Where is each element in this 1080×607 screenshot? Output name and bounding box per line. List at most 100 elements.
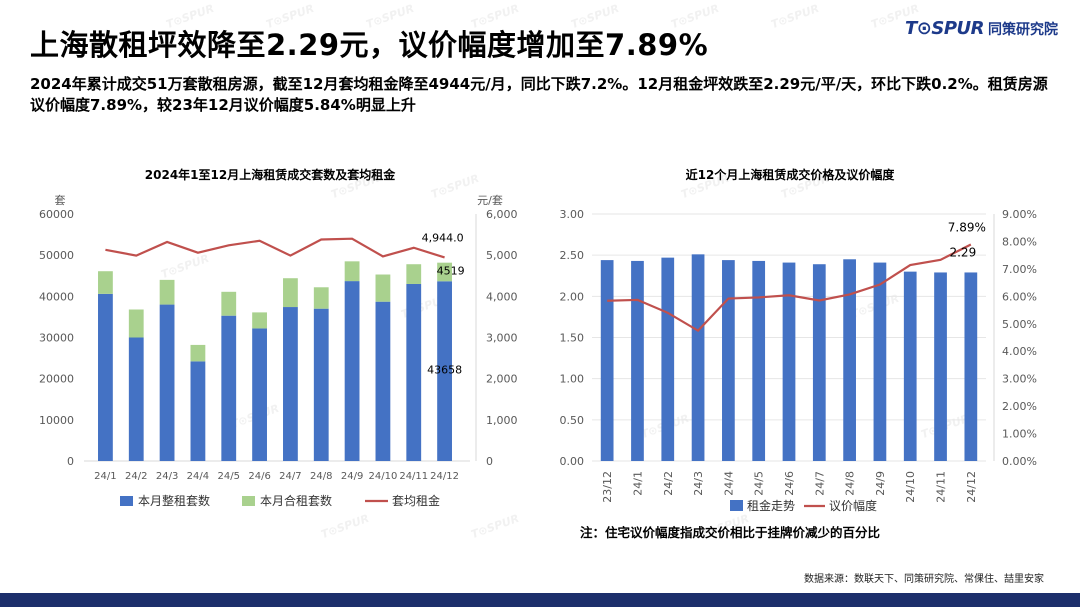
bar-rent-trend: [934, 272, 947, 461]
data-source: 数据来源：数联天下、同策研究院、常倮住、喆里安家: [804, 574, 1044, 585]
bar-rent-trend: [631, 260, 644, 461]
left-tick-label: 1.00: [560, 373, 585, 386]
chart-right: 近12个月上海租赁成交价格及议价幅度 0.00 0.50 1.00 1.50 2.00 2.…: [560, 167, 1037, 513]
legend-swatch-whole: [120, 496, 133, 506]
right-tick-label: 3,000: [486, 332, 518, 345]
x-tick-label: 24/1: [94, 471, 116, 482]
left-tick-label: 30000: [39, 332, 74, 345]
bar-shared-rent: [344, 261, 360, 282]
x-tick-label: 24/12: [965, 471, 978, 503]
left-tick-label: 0.50: [560, 414, 585, 427]
left-tick-label: 20000: [39, 373, 74, 386]
bar-shared-rent: [190, 344, 206, 362]
bar-whole-rent: [406, 283, 422, 461]
chart-right-container: 近12个月上海租赁成交价格及议价幅度 0.00 0.50 1.00 1.50 2.00 2.…: [540, 160, 1060, 524]
right-tick-label: 2,000: [486, 373, 518, 386]
right-tick-label: 2.00%: [1002, 400, 1037, 413]
x-tick-label: 24/7: [813, 471, 826, 496]
legend-label-rent-trend: 租金走势: [747, 498, 795, 513]
bar-shared-rent: [252, 312, 267, 329]
x-tick-label: 24/12: [430, 471, 459, 482]
logo-text: 同策研究院: [988, 21, 1058, 38]
x-tick-label: 24/11: [935, 471, 948, 503]
bar-rent-trend: [661, 257, 675, 461]
x-tick-label: 24/11: [399, 471, 428, 482]
x-tick-label: 24/10: [904, 471, 917, 503]
left-tick-label: 60000: [39, 208, 74, 221]
right-tick-label: 8.00%: [1002, 235, 1037, 248]
x-tick-label: 24/7: [279, 471, 301, 482]
data-label-whole-last: 43658: [427, 363, 462, 376]
right-tick-label: 5.00%: [1002, 318, 1037, 331]
legend-label-rent: 套均租金: [392, 493, 440, 508]
right-axis-unit: 元/套: [477, 194, 503, 207]
bar-shared-rent: [159, 279, 175, 305]
footer-bar: [0, 593, 1080, 607]
left-tick-label: 2.50: [560, 249, 585, 262]
x-tick-label: 24/5: [218, 471, 240, 482]
bar-whole-rent: [437, 281, 452, 461]
bar-rent-trend: [782, 262, 796, 461]
x-tick-label: 24/2: [125, 471, 147, 482]
left-tick-label: 0: [67, 455, 74, 468]
right-tick-label: 1.00%: [1002, 428, 1037, 441]
left-tick-label: 2.00: [560, 290, 585, 303]
chart-note: 注：住宅议价幅度指成交价相比于挂牌价减少的百分比: [580, 525, 881, 540]
bar-shared-rent: [128, 309, 144, 338]
x-tick-label: 24/6: [783, 471, 796, 496]
bar-rent-trend: [691, 254, 705, 461]
data-label-rate-last: 7.89%: [948, 220, 986, 234]
x-tick-label: 24/6: [248, 471, 270, 482]
bar-whole-rent: [313, 308, 329, 461]
logo-mark: T⊙SPUR: [905, 18, 985, 39]
x-tick-label: 24/5: [753, 471, 766, 496]
x-tick-label: 24/4: [722, 471, 735, 496]
legend-label-shared: 本月合租套数: [260, 493, 332, 508]
bar-whole-rent: [159, 304, 175, 461]
bar-rent-trend: [843, 259, 856, 461]
left-tick-label: 0.00: [560, 455, 585, 468]
right-tick-label: 7.00%: [1002, 263, 1037, 276]
left-tick-label: 1.50: [560, 332, 585, 345]
line-bargain-rate: [607, 243, 972, 333]
x-tick-label: 24/1: [631, 471, 644, 496]
bar-rent-trend: [812, 264, 826, 461]
left-axis-unit: 套: [55, 194, 66, 207]
bar-whole-rent: [98, 293, 113, 461]
right-tick-label: 4,000: [486, 290, 518, 303]
data-label-shared-last: 4519: [437, 265, 465, 278]
data-label-rent-last: 4,944.0: [422, 231, 464, 244]
right-tick-label: 0: [486, 455, 493, 468]
x-tick-label: 24/3: [692, 471, 705, 496]
left-tick-label: 10000: [39, 414, 74, 427]
left-tick-label: 50000: [39, 249, 74, 262]
chart-right-title: 近12个月上海租赁成交价格及议价幅度: [686, 167, 896, 182]
x-tick-label: 24/2: [662, 471, 675, 496]
bar-rent-trend: [964, 272, 978, 461]
right-tick-label: 9.00%: [1002, 208, 1037, 221]
page-subtitle: 2024年累计成交51万套散租房源，截至12月套均租金降至4944元/月，同比下…: [30, 75, 1048, 114]
x-tick-label: 24/9: [874, 471, 887, 496]
bar-shared-rent: [375, 274, 391, 302]
right-tick-label: 1,000: [486, 414, 518, 427]
chart-left-title: 2024年1至12月上海租赁成交套数及套均租金: [145, 167, 396, 182]
bar-whole-rent: [252, 328, 267, 461]
legend-swatch-rent-trend: [730, 500, 743, 511]
bar-shared-rent: [221, 291, 237, 316]
right-tick-label: 6.00%: [1002, 290, 1037, 303]
bar-whole-rent: [344, 281, 360, 461]
x-tick-label: 24/8: [310, 471, 332, 482]
left-tick-label: 40000: [39, 290, 74, 303]
x-tick-label: 24/10: [369, 471, 398, 482]
bar-rent-trend: [600, 260, 614, 461]
x-tick-label: 23/12: [601, 471, 614, 503]
tospur-logo: T⊙SPUR 同策研究院: [905, 18, 1058, 39]
bar-shared-rent: [437, 262, 452, 282]
bar-rent-trend: [873, 262, 887, 461]
legend-swatch-shared: [242, 496, 255, 506]
x-tick-label: 24/8: [844, 471, 857, 496]
x-tick-label: 24/4: [187, 471, 209, 482]
bar-whole-rent: [128, 337, 144, 461]
chart-left-container: 2024年1至12月上海租赁成交套数及套均租金套 元/套 0 10000 20000 30…: [20, 160, 520, 524]
